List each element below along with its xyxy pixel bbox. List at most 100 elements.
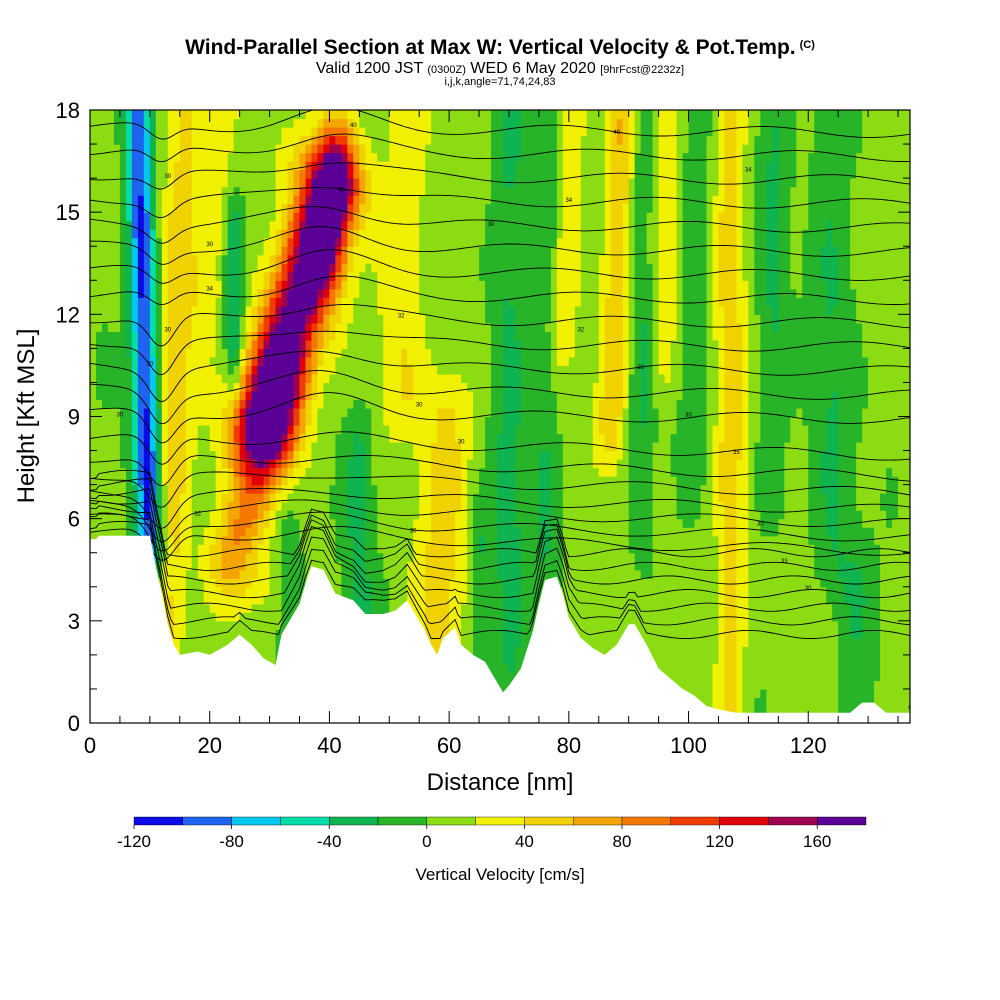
velocity-cell [341,161,348,213]
velocity-cell [670,110,678,341]
velocity-cell [263,271,271,290]
velocity-cell [724,110,732,723]
y-tick-label: 0 [68,711,80,736]
velocity-cell [353,144,360,162]
velocity-cell [640,110,648,324]
velocity-cell [245,493,253,528]
velocity-cell [437,110,444,375]
velocity-cell [275,510,283,630]
velocity-cell [341,297,348,349]
velocity-cell [736,110,744,324]
velocity-cell [598,433,606,477]
velocity-cell [365,110,372,137]
velocity-cell [269,322,277,332]
velocity-cell [305,144,313,154]
velocity-cell [407,399,414,443]
colorbar-tick-label: 120 [705,832,733,851]
velocity-cell [185,569,193,723]
velocity-cell [712,663,720,723]
velocity-cell [257,322,265,332]
velocity-cell [281,229,289,247]
velocity-cell [514,646,522,699]
velocity-cell [263,305,271,315]
colorbar-swatch [621,816,671,826]
velocity-cell [323,152,331,281]
velocity-cell [293,467,301,486]
velocity-cell [628,110,636,179]
velocity-cell [239,595,247,613]
velocity-cell [323,331,331,349]
velocity-cell [736,459,744,723]
velocity-cell [323,305,331,315]
velocity-cell [610,450,618,477]
velocity-cell [634,152,642,571]
velocity-cell [604,450,612,477]
velocity-cell [868,110,875,528]
velocity-cell [125,220,133,358]
velocity-cell [407,442,414,562]
velocity-cell [353,110,360,128]
velocity-cell [754,442,761,511]
velocity-cell [413,518,420,682]
velocity-cell [245,348,253,367]
velocity-cell [802,425,809,723]
velocity-cell [359,271,366,401]
velocity-cell [227,416,235,469]
velocity-cell [568,356,576,723]
velocity-cell [443,110,450,375]
velocity-cell [305,399,313,426]
velocity-cell [335,144,342,154]
velocity-cell [682,152,690,528]
velocity-cell [299,450,307,477]
velocity-cell [227,373,235,392]
velocity-cell [335,246,342,256]
velocity-cell [820,246,827,281]
velocity-cell [257,348,265,358]
velocity-cell [257,544,265,605]
colorbar-tick-label: -80 [219,832,244,851]
velocity-cell [682,110,690,154]
velocity-cell [233,544,241,579]
isentrope-line [90,469,910,558]
x-tick-label: 100 [670,733,707,758]
velocity-cell [407,110,414,367]
velocity-cell [227,390,235,401]
velocity-cell [263,237,271,273]
velocity-cell [371,152,378,273]
velocity-cell [778,110,785,520]
velocity-cell [299,135,307,154]
terrain-mask [90,535,910,723]
velocity-cell [203,110,211,426]
velocity-cell [221,535,229,579]
velocity-cell [838,578,845,723]
velocity-cell [347,246,354,273]
velocity-cell [221,110,229,188]
velocity-cell [616,459,624,723]
velocity-cell [329,118,337,128]
terrain-shape [90,535,910,723]
velocity-cell [227,195,235,222]
colorbar-title: Vertical Velocity [cm/s] [415,865,584,884]
velocity-cell [257,501,265,520]
velocity-cell [419,110,426,196]
velocity-cell [329,288,337,307]
velocity-cell [305,203,313,315]
velocity-cell [449,110,456,375]
velocity-cell [790,288,797,418]
velocity-cell [251,356,259,367]
velocity-cell [299,331,307,358]
velocity-cell [257,518,265,545]
velocity-cell [628,373,636,554]
velocity-cell [233,186,241,213]
velocity-cell [742,144,749,281]
velocity-cell [305,152,313,162]
velocity-cell [299,229,307,332]
velocity-cell [299,203,307,222]
colorbar-tick-label: -120 [117,832,151,851]
velocity-cell [257,365,265,469]
velocity-cell [640,322,648,426]
chart-title-text: Wind-Parallel Section at Max W: Vertical… [185,36,796,59]
velocity-cell [772,110,779,128]
velocity-cell [886,527,893,723]
